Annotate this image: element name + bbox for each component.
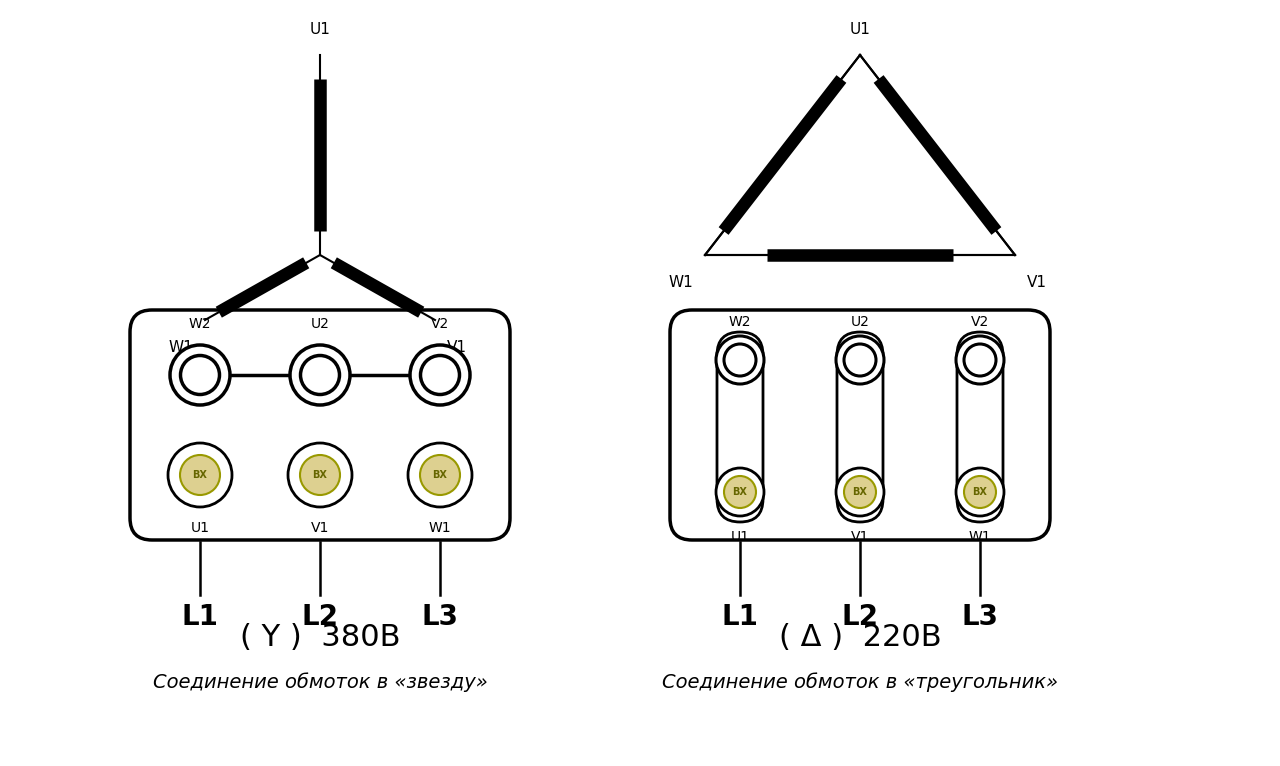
- FancyBboxPatch shape: [131, 310, 509, 540]
- Circle shape: [724, 476, 756, 508]
- Text: BX: BX: [433, 470, 448, 480]
- Text: ( Y )  380В: ( Y ) 380В: [239, 624, 401, 653]
- Text: V1: V1: [311, 521, 329, 535]
- Circle shape: [301, 355, 339, 394]
- Circle shape: [724, 344, 756, 376]
- Text: Соединение обмоток в «звезду»: Соединение обмоток в «звезду»: [152, 672, 488, 692]
- Circle shape: [408, 443, 472, 507]
- Text: W1: W1: [969, 530, 991, 544]
- Text: U1: U1: [850, 22, 870, 37]
- FancyBboxPatch shape: [717, 332, 763, 522]
- Text: BX: BX: [192, 470, 207, 480]
- Text: U1: U1: [191, 521, 210, 535]
- Text: U2: U2: [851, 315, 869, 329]
- Circle shape: [964, 476, 996, 508]
- FancyBboxPatch shape: [957, 332, 1004, 522]
- Text: W1: W1: [668, 275, 692, 290]
- Text: Соединение обмоток в «треугольник»: Соединение обмоток в «треугольник»: [662, 672, 1059, 692]
- Text: V2: V2: [970, 315, 989, 329]
- Text: W1: W1: [168, 340, 193, 355]
- Circle shape: [421, 355, 460, 394]
- Circle shape: [836, 336, 884, 384]
- Text: V1: V1: [447, 340, 467, 355]
- Text: V1: V1: [851, 530, 869, 544]
- Circle shape: [170, 345, 230, 405]
- Text: U1: U1: [731, 530, 750, 544]
- Circle shape: [844, 344, 876, 376]
- Text: L2: L2: [841, 603, 878, 631]
- Text: L3: L3: [421, 603, 458, 631]
- Circle shape: [716, 468, 764, 516]
- Text: BX: BX: [732, 487, 748, 497]
- Circle shape: [836, 468, 884, 516]
- Text: U2: U2: [311, 317, 329, 331]
- Text: L3: L3: [961, 603, 998, 631]
- Circle shape: [180, 355, 219, 394]
- Text: W2: W2: [188, 317, 211, 331]
- Circle shape: [288, 443, 352, 507]
- Text: W2: W2: [728, 315, 751, 329]
- Text: V2: V2: [431, 317, 449, 331]
- Text: BX: BX: [852, 487, 868, 497]
- FancyBboxPatch shape: [669, 310, 1050, 540]
- Circle shape: [964, 344, 996, 376]
- Circle shape: [420, 455, 460, 495]
- Circle shape: [410, 345, 470, 405]
- Circle shape: [291, 345, 349, 405]
- Circle shape: [844, 476, 876, 508]
- Circle shape: [168, 443, 232, 507]
- Text: BX: BX: [973, 487, 987, 497]
- Text: L1: L1: [182, 603, 219, 631]
- Text: U1: U1: [310, 22, 330, 37]
- Circle shape: [180, 455, 220, 495]
- Text: L1: L1: [722, 603, 759, 631]
- Circle shape: [956, 336, 1004, 384]
- Text: BX: BX: [312, 470, 328, 480]
- FancyBboxPatch shape: [837, 332, 883, 522]
- Text: V1: V1: [1027, 275, 1047, 290]
- Circle shape: [300, 455, 340, 495]
- Text: W1: W1: [429, 521, 452, 535]
- Text: L2: L2: [302, 603, 338, 631]
- Circle shape: [716, 336, 764, 384]
- Circle shape: [956, 468, 1004, 516]
- Text: ( Δ )  220В: ( Δ ) 220В: [778, 624, 941, 653]
